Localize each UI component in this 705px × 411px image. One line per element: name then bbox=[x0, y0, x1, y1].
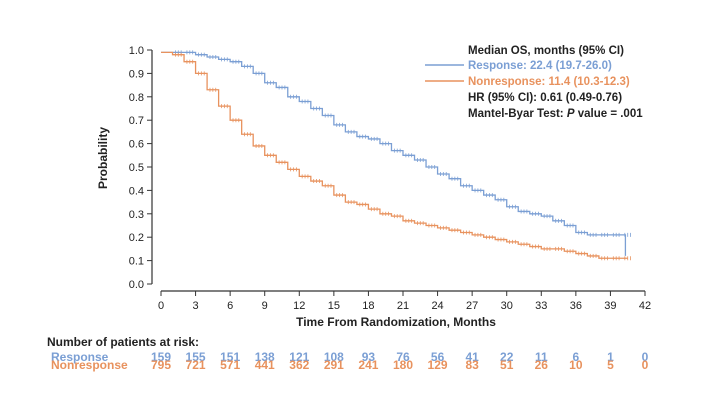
x-tick-label: 39 bbox=[604, 300, 616, 312]
test-p: P bbox=[567, 108, 575, 120]
risk-value-nonresponse: 26 bbox=[535, 358, 549, 372]
x-tick-label: 36 bbox=[570, 300, 582, 312]
risk-value-response: 159 bbox=[151, 350, 171, 364]
x-tick-label: 42 bbox=[639, 300, 651, 312]
risk-value-response: 11 bbox=[535, 350, 548, 364]
y-tick-label: 0.7 bbox=[129, 115, 144, 127]
risk-value-response: 41 bbox=[465, 350, 479, 364]
legend: Median OS, months (95% CI) Response: 22.… bbox=[425, 45, 643, 120]
risk-value-nonresponse: 0 bbox=[642, 358, 649, 372]
risk-value-nonresponse: 83 bbox=[465, 358, 479, 372]
x-tick-label: 18 bbox=[362, 300, 374, 312]
x-tick-label: 3 bbox=[193, 300, 199, 312]
legend-entry-nonresponse: Nonresponse: 11.4 (10.3-12.3) bbox=[468, 76, 630, 88]
risk-row-label-response: Response bbox=[51, 350, 109, 364]
legend-title: Median OS, months (95% CI) bbox=[468, 45, 624, 57]
x-tick-label: 33 bbox=[535, 300, 547, 312]
risk-value-response: 0 bbox=[642, 350, 649, 364]
x-axis-label: Time From Randomization, Months bbox=[296, 315, 496, 329]
y-axis-label: Probability bbox=[96, 127, 110, 189]
risk-value-nonresponse: 241 bbox=[358, 358, 378, 372]
legend-hazard-ratio: HR (95% CI): 0.61 (0.49-0.76) bbox=[468, 92, 622, 104]
x-tick-label: 21 bbox=[397, 300, 409, 312]
survival-curves bbox=[161, 50, 631, 261]
risk-value-response: 56 bbox=[431, 350, 445, 364]
test-suffix: value = .001 bbox=[575, 108, 644, 120]
risk-value-nonresponse: 180 bbox=[393, 358, 413, 372]
risk-value-response: 6 bbox=[573, 350, 580, 364]
risk-value-nonresponse: 5 bbox=[607, 358, 614, 372]
risk-table-title: Number of patients at risk: bbox=[47, 335, 199, 349]
risk-value-nonresponse: 441 bbox=[255, 358, 275, 372]
risk-value-nonresponse: 129 bbox=[428, 358, 448, 372]
legend-entry-response: Response: 22.4 (19.7-26.0) bbox=[468, 60, 612, 72]
y-tick-label: 0.0 bbox=[129, 279, 144, 291]
y-tick-label: 0.5 bbox=[129, 162, 144, 174]
x-tick-label: 6 bbox=[227, 300, 233, 312]
x-tick-label: 27 bbox=[466, 300, 478, 312]
y-tick-label: 0.8 bbox=[129, 92, 144, 104]
risk-value-response: 155 bbox=[186, 350, 206, 364]
y-tick-label: 0.1 bbox=[129, 256, 144, 268]
risk-value-response: 1 bbox=[607, 350, 614, 364]
risk-value-nonresponse: 571 bbox=[220, 358, 240, 372]
risk-value-nonresponse: 51 bbox=[500, 358, 514, 372]
risk-value-response: 76 bbox=[396, 350, 410, 364]
x-tick-label: 30 bbox=[501, 300, 513, 312]
series-nonresponse-line bbox=[161, 51, 628, 259]
test-prefix: Mantel-Byar Test: bbox=[468, 108, 567, 120]
risk-value-nonresponse: 721 bbox=[186, 358, 206, 372]
risk-value-response: 93 bbox=[362, 350, 376, 364]
risk-value-response: 138 bbox=[255, 350, 275, 364]
y-tick-label: 0.9 bbox=[129, 68, 144, 80]
risk-value-nonresponse: 795 bbox=[151, 358, 171, 372]
axes: 0.00.10.20.30.40.50.60.70.80.91.00 3 6 9 12 1… bbox=[129, 45, 651, 312]
legend-mantel-byar-test: Mantel-Byar Test: P value = .001 bbox=[468, 108, 643, 120]
x-tick-label: 24 bbox=[431, 300, 443, 312]
y-tick-label: 0.6 bbox=[129, 139, 144, 151]
y-tick-label: 1.0 bbox=[129, 45, 144, 57]
x-tick-label: 0 bbox=[158, 300, 164, 312]
y-tick-label: 0.4 bbox=[129, 185, 144, 197]
y-tick-label: 0.2 bbox=[129, 232, 144, 244]
risk-value-nonresponse: 291 bbox=[324, 358, 344, 372]
y-tick-label: 0.3 bbox=[129, 209, 144, 221]
risk-value-response: 108 bbox=[324, 350, 344, 364]
risk-value-response: 121 bbox=[289, 350, 309, 364]
x-tick-label: 15 bbox=[328, 300, 340, 312]
risk-value-response: 22 bbox=[500, 350, 514, 364]
risk-value-nonresponse: 10 bbox=[569, 358, 583, 372]
x-tick-label: 12 bbox=[293, 300, 305, 312]
risk-table: Number of patients at risk: Response Non… bbox=[47, 335, 649, 372]
risk-value-nonresponse: 362 bbox=[289, 358, 309, 372]
risk-row-label-nonresponse: Nonresponse bbox=[51, 358, 128, 372]
x-tick-label: 9 bbox=[262, 300, 268, 312]
risk-value-response: 151 bbox=[220, 350, 240, 364]
